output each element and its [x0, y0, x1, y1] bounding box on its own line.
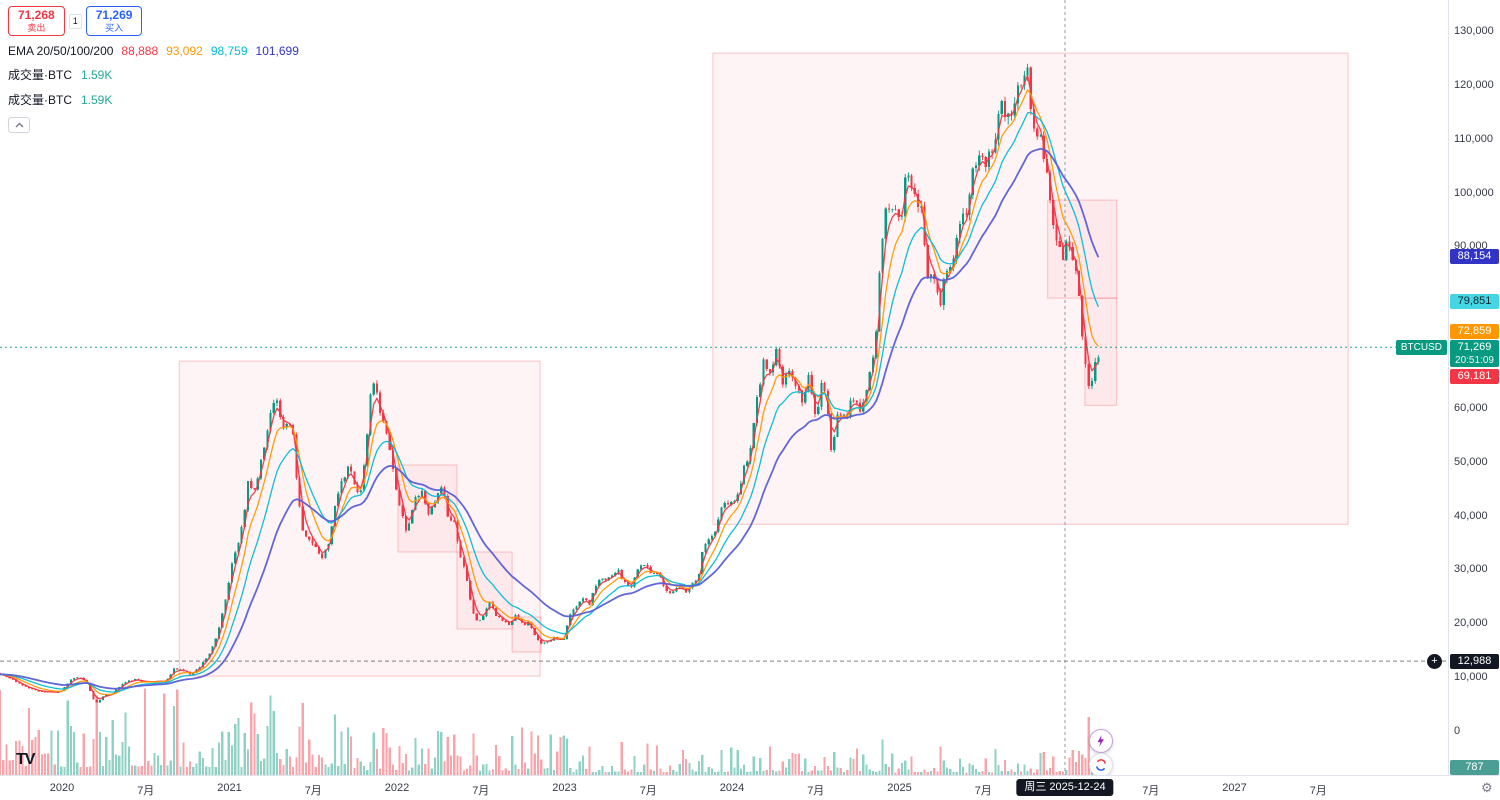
time-tick-label: 7月 — [807, 785, 825, 797]
tradingview-logo[interactable]: TV — [16, 751, 35, 768]
ema-value: 101,699 — [255, 44, 299, 59]
price-axis[interactable]: 71,269 20:51:09 12,988 787 130,000 120,00… — [1448, 0, 1500, 775]
volume-legend-row-2[interactable]: 成交量·BTC 1.59K — [8, 91, 299, 108]
bar-countdown: 20:51:09 — [1455, 355, 1494, 367]
time-tick-label: 7月 — [1142, 785, 1160, 797]
broker-button[interactable] — [1089, 753, 1113, 777]
ema-price-badge: 69,181 — [1450, 368, 1499, 384]
current-price-value: 71,269 — [1457, 341, 1492, 354]
price-tick-label: 40,000 — [1454, 509, 1488, 522]
time-tick-label: 7月 — [974, 785, 992, 797]
broker-icon — [1096, 759, 1106, 771]
order-panel: 71,268 卖出 1 71,269 买入 — [8, 6, 299, 37]
ema-legend-row[interactable]: EMA 20/50/100/200 88,888 93,092 98,759 101,… — [8, 44, 299, 58]
volume-legend-label: 成交量·BTC — [8, 68, 72, 83]
time-tick-label: 2021 — [217, 782, 242, 794]
ema-values: 88,888 93,092 98,759 101,699 — [113, 44, 299, 58]
time-axis[interactable]: 周三 2025-12-24 ⚙ 2020 7月 2021 7月 2022 7月 2023 7月… — [0, 775, 1500, 800]
time-tick-label: 2027 — [1222, 782, 1247, 794]
ema-price-badge: 88,154 — [1450, 248, 1499, 264]
collapse-indicators-button[interactable] — [8, 117, 30, 134]
buy-price: 71,269 — [95, 8, 133, 22]
volume-legend-value: 1.59K — [81, 67, 113, 82]
volume-legend-row-1[interactable]: 成交量·BTC 1.59K — [8, 66, 299, 83]
buy-button[interactable]: 71,269 买入 — [85, 6, 143, 37]
price-tick-label: 100,000 — [1454, 186, 1494, 199]
spread-value: 1 — [68, 13, 82, 29]
time-tick-label: 2022 — [384, 782, 410, 794]
price-tick-label: 0 — [1454, 725, 1461, 737]
volume-legend-label: 成交量·BTC — [8, 93, 72, 108]
symbol-tag: BTCUSD — [1395, 339, 1447, 355]
ema-value: 93,092 — [166, 44, 203, 59]
price-tick-label: 20,000 — [1454, 617, 1488, 630]
chevron-up-icon — [15, 122, 23, 128]
time-tick-label: 7月 — [1309, 785, 1327, 797]
crosshair-date-badge: 周三 2025-12-24 — [1016, 779, 1114, 796]
time-tick-label: 7月 — [304, 785, 322, 797]
sell-button[interactable]: 71,268 卖出 — [8, 6, 65, 37]
ema-legend-label: EMA 20/50/100/200 — [8, 44, 114, 59]
ema-price-badge: 72,859 — [1450, 324, 1499, 340]
current-price-badge: 71,269 20:51:09 — [1450, 340, 1499, 368]
instant-order-button[interactable] — [1089, 729, 1113, 753]
add-alert-button[interactable]: + — [1427, 654, 1442, 669]
price-tick-label: 60,000 — [1454, 401, 1488, 414]
volume-legend-value: 1.59K — [81, 92, 113, 107]
price-tick-label: 10,000 — [1454, 671, 1488, 684]
settings-gear-icon[interactable]: ⚙ — [1481, 780, 1493, 795]
time-tick-label: 2024 — [719, 782, 745, 794]
price-tick-label: 30,000 — [1454, 563, 1488, 576]
price-tick-label: 50,000 — [1454, 455, 1488, 468]
price-tick-label: 120,000 — [1454, 78, 1494, 91]
alert-price-badge: 12,988 — [1450, 653, 1499, 669]
sell-price: 71,268 — [18, 8, 55, 22]
ema-price-badge: 79,851 — [1450, 293, 1499, 309]
volume-badge: 787 — [1450, 760, 1499, 775]
time-tick-label: 7月 — [639, 785, 657, 797]
time-tick-label: 2025 — [887, 782, 912, 794]
ema-value: 98,759 — [210, 44, 248, 59]
price-tick-label: 130,000 — [1454, 25, 1494, 37]
time-tick-label: 7月 — [137, 785, 155, 797]
ema-value: 88,888 — [121, 44, 159, 59]
time-tick-label: 7月 — [472, 785, 490, 797]
buy-label: 买入 — [105, 22, 124, 33]
sell-label: 卖出 — [27, 22, 46, 33]
price-tick-label: 110,000 — [1454, 132, 1493, 145]
legend-panel: 71,268 卖出 1 71,269 买入 EMA 20/50/100/200 … — [8, 6, 299, 134]
lightning-icon — [1097, 735, 1104, 747]
time-tick-label: 2023 — [552, 782, 577, 794]
time-tick-label: 2020 — [49, 782, 75, 794]
